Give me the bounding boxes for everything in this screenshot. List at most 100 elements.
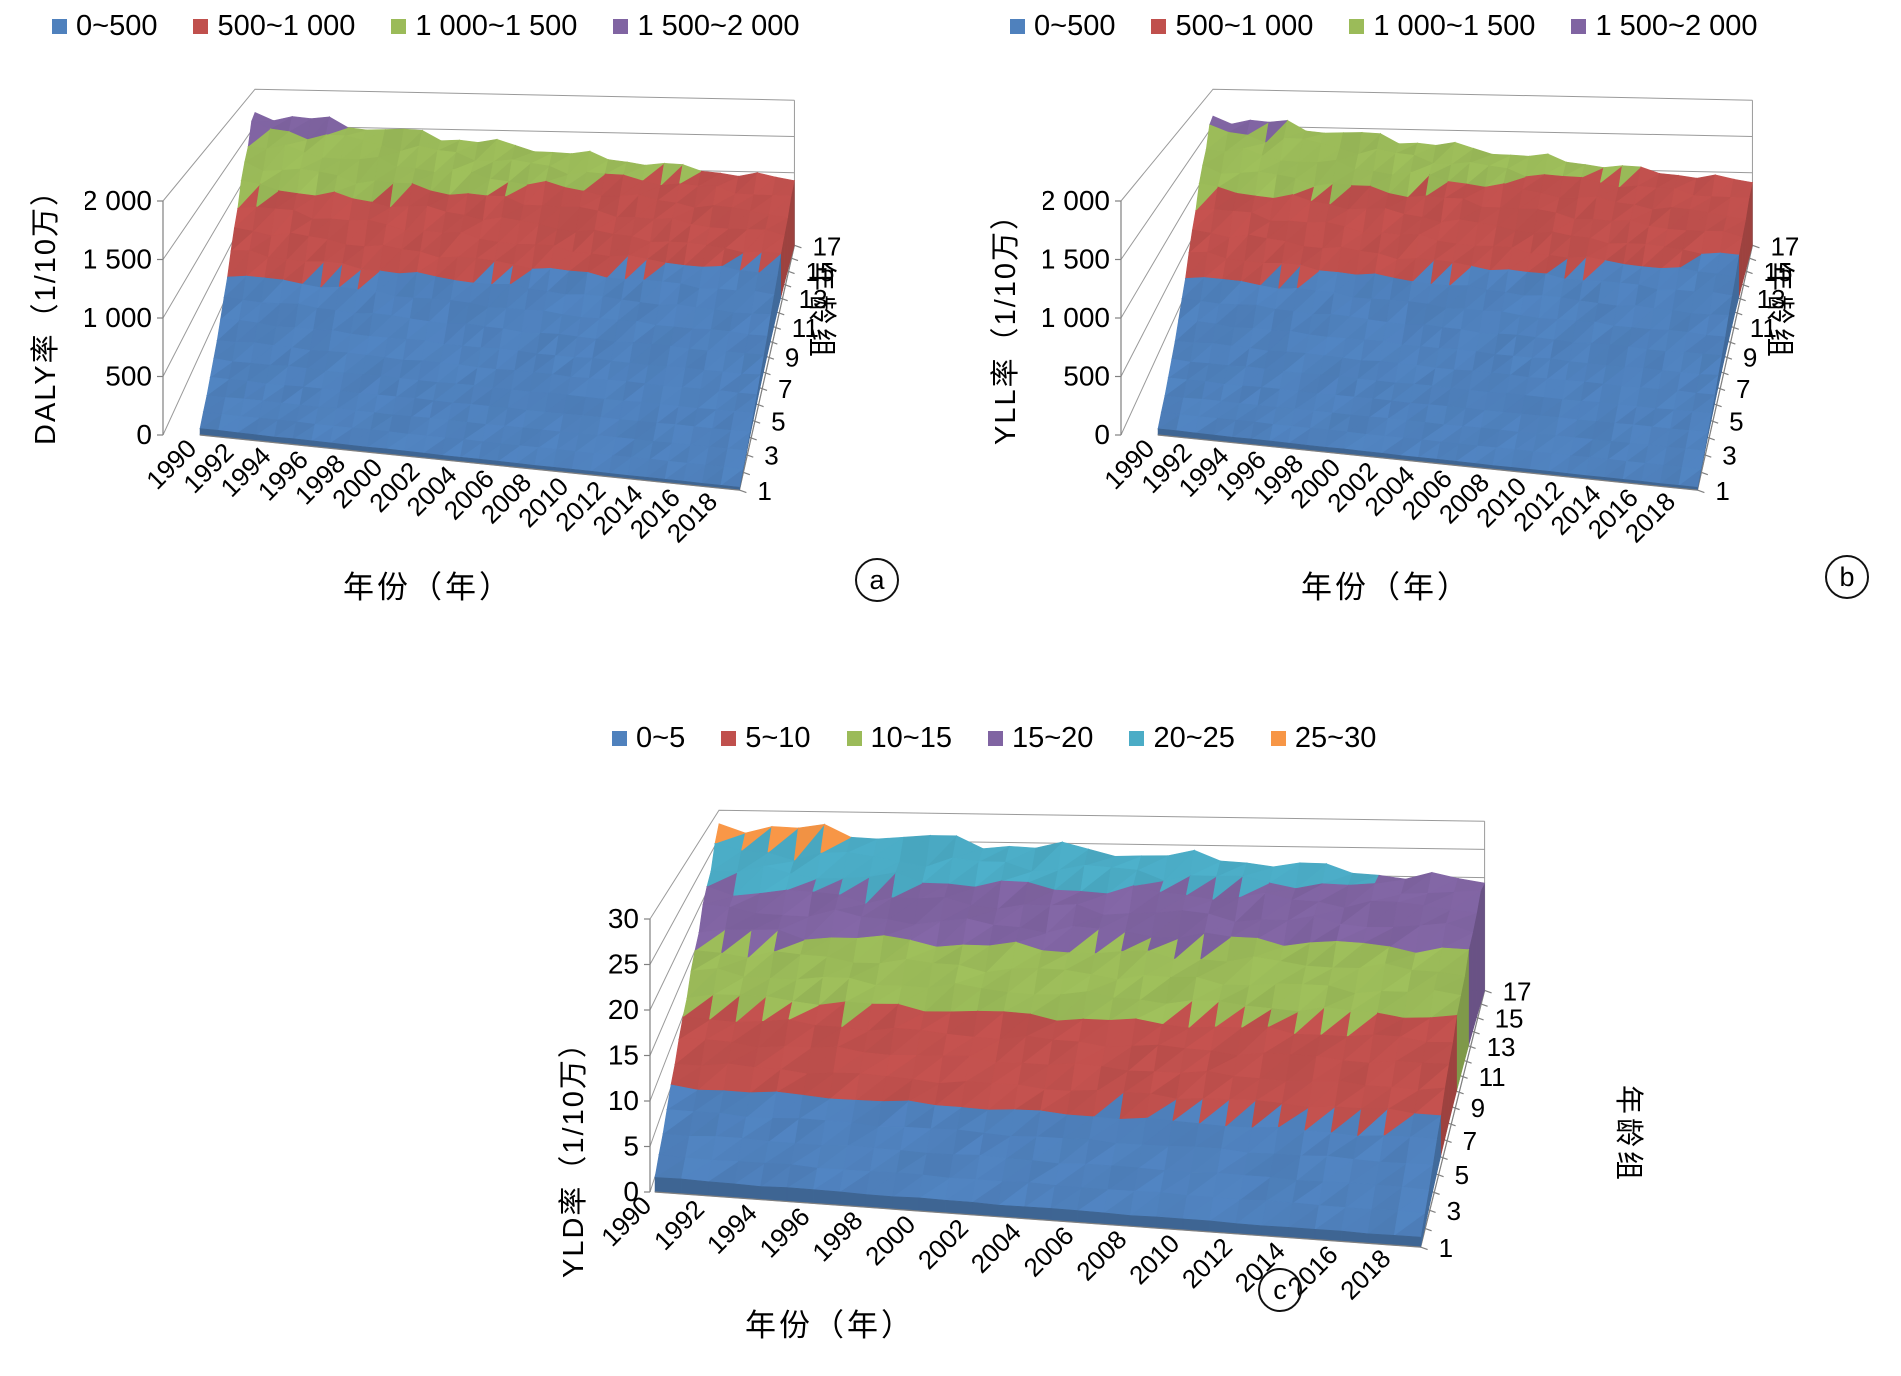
legend-swatch <box>1010 19 1025 34</box>
legend-label: 0~5 <box>636 722 686 754</box>
year-tick-label: 2006 <box>1018 1220 1080 1282</box>
legend-label: 15~20 <box>1011 722 1094 754</box>
legend-item: 25~30 <box>1270 722 1376 755</box>
age-axis-title-a: 年龄组 <box>805 262 837 362</box>
value-tick-label: 5 <box>623 1131 639 1162</box>
year-tick-label: 2002 <box>912 1213 974 1275</box>
age-tick-label: 7 <box>778 374 792 404</box>
legend-swatch <box>1349 19 1365 34</box>
year-tick-label: 2004 <box>965 1217 1027 1279</box>
value-tick-label: 2 000 <box>85 185 152 216</box>
age-axis-title-c: 年龄组 <box>1612 1085 1644 1185</box>
year-axis-title-b: 年份（年） <box>1301 570 1471 605</box>
surface-chart-c: 0510152025301357911131517199019921994199… <box>595 809 1532 1305</box>
legend-item: 15~20 <box>987 722 1094 755</box>
legend-swatch <box>846 731 862 746</box>
legend-item: 1 500~2 000 <box>1571 10 1758 43</box>
legend-label: 0~500 <box>1034 10 1116 42</box>
age-tick-label: 9 <box>1743 343 1757 373</box>
year-tick-label: 1990 <box>595 1190 657 1252</box>
legend-c: 0~5 5~10 10~15 15~20 20~25 25~30 <box>612 722 1376 755</box>
legend-item: 1 000~1 500 <box>1349 10 1535 43</box>
legend-item: 1 000~1 500 <box>391 10 577 43</box>
legend-item: 1 500~2 000 <box>613 10 800 43</box>
value-tick-label: 500 <box>1063 361 1110 392</box>
legend-item: 0~5 <box>612 722 685 755</box>
legend-label: 500~1 000 <box>217 10 356 42</box>
value-tick-label: 2 000 <box>1043 185 1110 216</box>
year-tick-label: 1998 <box>806 1205 868 1267</box>
legend-swatch <box>613 19 629 34</box>
age-tick-label: 17 <box>1503 976 1532 1006</box>
age-tick-label: 3 <box>1447 1196 1461 1226</box>
age-tick-label: 17 <box>1770 231 1799 261</box>
legend-swatch <box>612 731 627 746</box>
value-tick-label: 10 <box>608 1085 639 1116</box>
age-tick-label: 15 <box>1764 257 1793 287</box>
value-tick-label: 1 000 <box>1043 302 1110 333</box>
legend-swatch <box>52 19 67 34</box>
age-tick-label: 1 <box>757 476 771 506</box>
legend-item: 0~500 <box>52 10 157 43</box>
year-tick-label: 2018 <box>1334 1243 1396 1305</box>
legend-label: 20~25 <box>1153 722 1235 754</box>
age-tick-label: 11 <box>792 313 819 343</box>
legend-swatch <box>721 731 737 746</box>
value-tick-label: 1 500 <box>1043 244 1110 275</box>
year-axis-title-c: 年份（年） <box>745 1308 915 1343</box>
value-axis-title-a: DALY率（1/10万） <box>30 174 62 445</box>
year-tick-label: 2012 <box>1176 1232 1238 1294</box>
legend-label: 0~500 <box>76 10 158 42</box>
year-tick-label: 1992 <box>648 1194 710 1256</box>
value-tick-label: 0 <box>1094 419 1110 450</box>
value-tick-label: 0 <box>623 1176 639 1207</box>
legend-label: 500~1 000 <box>1175 10 1314 42</box>
legend-label: 1 000~1 500 <box>1373 10 1536 42</box>
age-tick-label: 5 <box>771 407 785 437</box>
legend-item: 500~1 000 <box>1151 10 1313 43</box>
legend-swatch <box>1270 731 1286 746</box>
legend-item: 20~25 <box>1129 722 1235 755</box>
age-tick-label: 11 <box>1479 1062 1506 1092</box>
value-tick-label: 1 500 <box>85 244 152 275</box>
value-tick-label: 500 <box>105 361 152 392</box>
legend-a: 0~500 500~1 000 1 000~1 500 1 500~2 000 <box>52 10 800 43</box>
age-tick-label: 9 <box>1471 1093 1485 1123</box>
legend-item: 0~500 <box>1010 10 1115 43</box>
legend-b: 0~500 500~1 000 1 000~1 500 1 500~2 000 <box>1010 10 1758 43</box>
year-tick-label: 2008 <box>1070 1224 1132 1286</box>
legend-swatch <box>1571 19 1587 34</box>
legend-swatch <box>391 19 407 34</box>
value-axis-title-b: YLL率（1/10万） <box>990 198 1022 445</box>
legend-swatch <box>193 19 209 34</box>
value-axis-title-c: YLD率（1/10万） <box>558 1027 590 1278</box>
age-tick-label: 5 <box>1455 1160 1469 1190</box>
age-tick-label: 1 <box>1439 1233 1453 1263</box>
age-tick-label: 9 <box>785 343 799 373</box>
legend-swatch <box>1129 731 1145 746</box>
age-tick-label: 7 <box>1463 1126 1477 1156</box>
legend-item: 500~1 000 <box>193 10 355 43</box>
age-tick-label: 5 <box>1729 407 1743 437</box>
age-tick-label: 7 <box>1736 374 1750 404</box>
panel-letter-a: a <box>855 558 899 602</box>
year-tick-label: 1994 <box>701 1198 763 1260</box>
value-tick-label: 20 <box>608 994 639 1025</box>
value-tick-label: 1 000 <box>85 302 152 333</box>
legend-item: 10~15 <box>846 722 952 755</box>
legend-label: 5~10 <box>745 722 811 754</box>
legend-label: 1 000~1 500 <box>415 10 578 42</box>
age-tick-label: 3 <box>1722 441 1736 471</box>
age-tick-label: 15 <box>806 257 835 287</box>
age-tick-label: 13 <box>1757 284 1786 314</box>
value-tick-label: 30 <box>608 903 639 934</box>
legend-swatch <box>987 731 1003 746</box>
panel-letter-c: c <box>1258 1268 1302 1312</box>
age-tick-label: 1 <box>1715 476 1729 506</box>
legend-swatch <box>1151 19 1167 34</box>
age-tick-label: 13 <box>799 284 828 314</box>
value-tick-label: 0 <box>136 419 152 450</box>
